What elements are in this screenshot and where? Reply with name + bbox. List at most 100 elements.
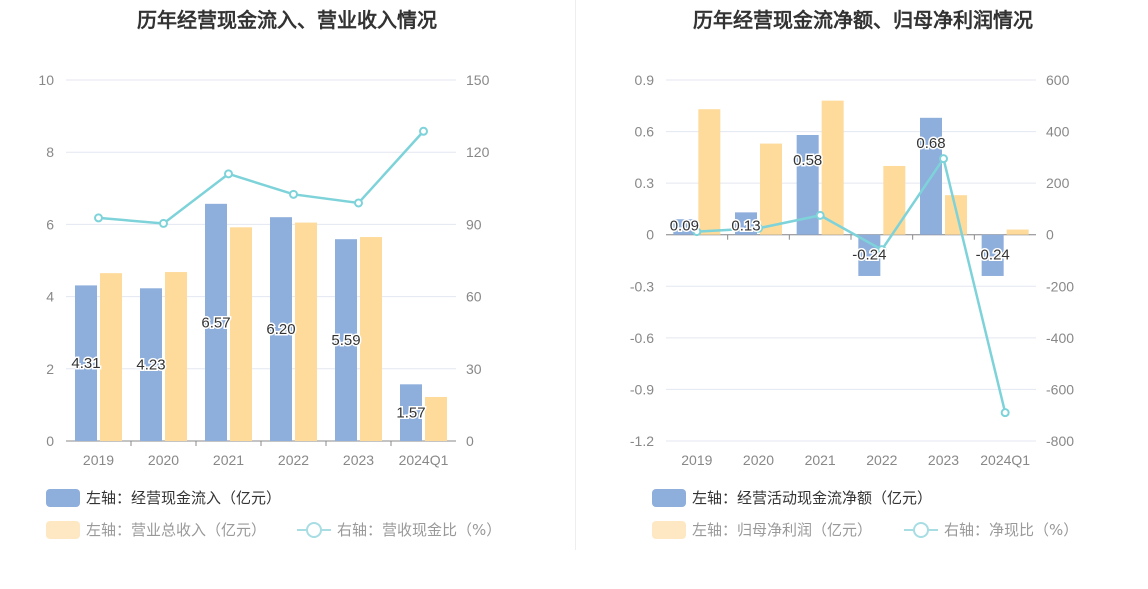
- line-point: [224, 169, 233, 179]
- data-label: 4.23: [136, 357, 165, 374]
- y-left-tick-label: 0.3: [635, 175, 655, 191]
- legend-swatch: [652, 488, 686, 507]
- x-tick-label: 2021: [805, 452, 836, 468]
- x-tick-label: 2020: [148, 452, 179, 468]
- chart-title: 历年经营现金流入、营业收入情况: [137, 8, 437, 32]
- x-tick-label: 2023: [928, 452, 959, 468]
- y-right-tick-label: 120: [466, 144, 490, 160]
- y-left-tick-label: 0.9: [635, 72, 655, 88]
- bar-series-2: [295, 222, 317, 441]
- chart-svg: -1.2 -0.9 -0.6 -0.3 0 0.3 0.6 0.9 -800 -600 -400 -2…: [630, 72, 1074, 468]
- legend-label: 左轴：营业总收入（亿元）: [86, 521, 267, 539]
- x-tick-label: 2024Q1: [980, 452, 1030, 468]
- legend-swatch: [652, 520, 686, 539]
- legend-label: 左轴：经营活动现金流净额（亿元）: [692, 489, 933, 507]
- y-right-tick-label: 150: [466, 72, 490, 88]
- bar-series-2: [821, 100, 844, 235]
- legend-label: 左轴：归母净利润（亿元）: [692, 521, 873, 539]
- line-point: [94, 213, 103, 223]
- legend-line-icon: [297, 521, 331, 539]
- x-tick-label: 2021: [213, 452, 244, 468]
- legend-label: 左轴：经营现金流入（亿元）: [86, 489, 282, 507]
- bar-series-2: [100, 273, 122, 441]
- bar-series-1: [981, 234, 1004, 276]
- bar-series-2: [760, 143, 782, 235]
- x-tick-label: 2024Q1: [399, 452, 449, 468]
- data-label: 5.59: [331, 332, 360, 349]
- y-right-tick-label: -600: [1046, 381, 1074, 397]
- legend-item-series-3[interactable]: 右轴：营收现金比（%）: [297, 519, 501, 540]
- bar-series-1: [673, 219, 696, 235]
- y-left-tick-label: 8: [46, 144, 54, 160]
- legend-item-series-1[interactable]: 左轴：经营活动现金流净额（亿元）: [652, 487, 932, 508]
- line-point: [692, 227, 702, 237]
- y-left-tick-label: -0.6: [630, 330, 654, 346]
- legend-item-series-2[interactable]: 左轴：营业总收入（亿元）: [46, 519, 266, 540]
- data-label: 0.13: [731, 218, 760, 235]
- bar-series-1: [205, 203, 227, 441]
- bar-series-1: [270, 217, 292, 441]
- bar-series-1: [796, 135, 819, 235]
- line-point: [289, 189, 298, 199]
- y-right-tick-label: 400: [1046, 124, 1070, 140]
- y-right-tick-label: 0: [466, 433, 474, 449]
- y-right-tick-label: -800: [1046, 433, 1074, 449]
- y-left-tick-label: 0.6: [635, 124, 655, 140]
- bar-series-1: [140, 288, 162, 441]
- y-left-tick-label: 2: [46, 361, 54, 377]
- data-label: -0.24: [976, 247, 1010, 264]
- y-right-tick-label: -400: [1046, 330, 1074, 346]
- chart-title: 历年经营现金流净额、归母净利润情况: [693, 8, 1033, 32]
- y-left-tick-label: 10: [38, 72, 54, 88]
- x-tick-label: 2019: [83, 452, 114, 468]
- y-right-tick-label: 90: [466, 216, 482, 232]
- y-right-tick-label: 30: [466, 361, 482, 377]
- line-point: [1000, 408, 1010, 418]
- x-tick-label: 2023: [343, 452, 374, 468]
- bar-series-2: [230, 227, 252, 441]
- panel-divider: [575, 0, 576, 550]
- y-left-tick-label: 0: [646, 227, 654, 243]
- x-tick-label: 2020: [743, 452, 774, 468]
- line-series-3: [98, 130, 425, 225]
- line-point: [939, 154, 948, 164]
- chart-svg: 0 2 4 6 8 10 0 30 60 90 120 150 2019 2020 2021 2022 2023…: [38, 72, 490, 468]
- line-point: [815, 210, 825, 220]
- y-left-tick-label: -1.2: [630, 433, 654, 449]
- bar-series-2: [698, 109, 721, 235]
- data-label: 1.57: [396, 405, 425, 422]
- legend-label: 右轴：营收现金比（%）: [337, 521, 502, 539]
- data-label: 4.31: [71, 355, 100, 372]
- legend-swatch: [46, 520, 80, 539]
- line-point: [754, 223, 763, 233]
- data-label: 6.20: [266, 321, 295, 338]
- legend-line-icon: [904, 521, 938, 539]
- x-tick-label: 2022: [278, 452, 309, 468]
- x-tick-label: 2019: [681, 452, 712, 468]
- legend-swatch: [46, 488, 80, 507]
- legend-item-series-2[interactable]: 左轴：归母净利润（亿元）: [652, 519, 872, 540]
- bar-series-2: [360, 237, 382, 441]
- data-label: 6.57: [201, 314, 230, 331]
- bar-series-2: [1006, 229, 1029, 235]
- y-right-tick-label: 600: [1046, 72, 1070, 88]
- bar-series-1: [400, 384, 422, 441]
- bar-series-2: [883, 165, 906, 235]
- line-point: [419, 126, 428, 136]
- legend-item-series-1[interactable]: 左轴：经营现金流入（亿元）: [46, 487, 281, 508]
- line-point: [159, 218, 168, 228]
- x-tick-label: 2022: [866, 452, 897, 468]
- y-right-tick-label: -200: [1046, 278, 1074, 294]
- data-label: 0.09: [670, 218, 699, 235]
- bar-series-2: [425, 396, 447, 441]
- y-left-tick-label: -0.3: [630, 278, 654, 294]
- bar-series-1: [335, 239, 357, 441]
- chart-panel-cashflow-revenue: 历年经营现金流入、营业收入情况 0 2 4 6 8 10 0 30 60 90 120 150 2019…: [38, 8, 501, 540]
- y-left-tick-label: 0: [46, 433, 54, 449]
- y-left-tick-label: -0.9: [630, 381, 654, 397]
- data-label: -0.24: [852, 247, 886, 264]
- data-label: 0.58: [793, 152, 822, 169]
- chart-panel-netcash-profit: 历年经营现金流净额、归母净利润情况 -1.2 -0.9 -0.6 -0.3 0 0.3 0.…: [576, 0, 1148, 589]
- data-label: 0.68: [916, 135, 945, 152]
- legend-item-series-3[interactable]: 右轴：净现比（%）: [904, 519, 1078, 540]
